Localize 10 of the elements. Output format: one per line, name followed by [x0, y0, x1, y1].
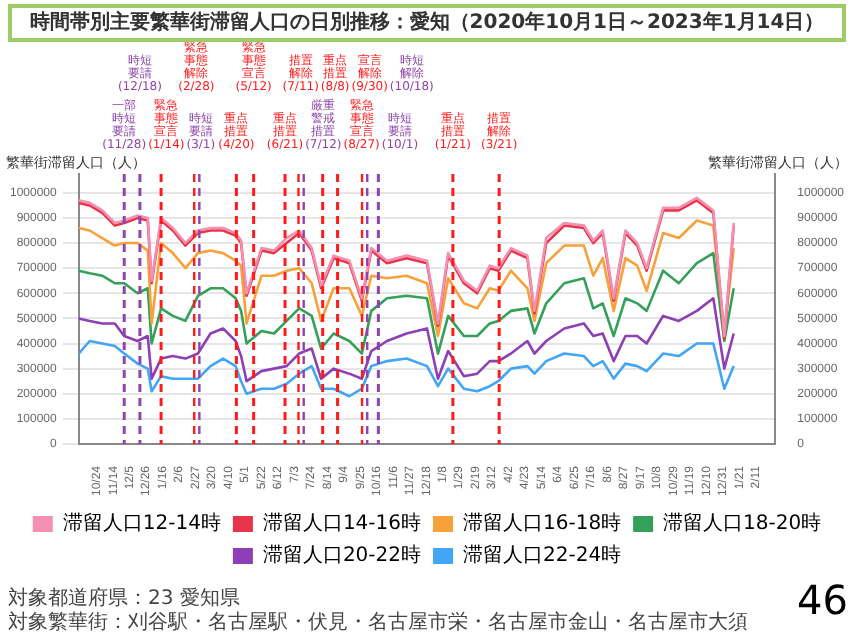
legend-label: 滞留人口18-20時 — [663, 511, 822, 536]
legend-label: 滞留人口12-14時 — [62, 511, 221, 536]
text: 46 — [797, 576, 848, 624]
legend-label: 滞留人口22-24時 — [463, 543, 622, 568]
text: 対象繁華街：刈谷駅・名古屋駅・伏見・名古屋市栄・名古屋市金山・名古屋市大須 — [8, 612, 750, 636]
chart-title: 時間帯別主要繁華街滞留人口の日別推移：愛知（2020年10月1日～2023年1月14日） — [8, 4, 846, 42]
legend-label: 滞留人口20-22時 — [262, 543, 422, 568]
text: 対象都道府県：23 愛知県 — [8, 588, 242, 611]
legend-label: 滞留人口16-18時 — [463, 511, 622, 536]
legend-label: 滞留人口14-16時 — [262, 511, 422, 536]
